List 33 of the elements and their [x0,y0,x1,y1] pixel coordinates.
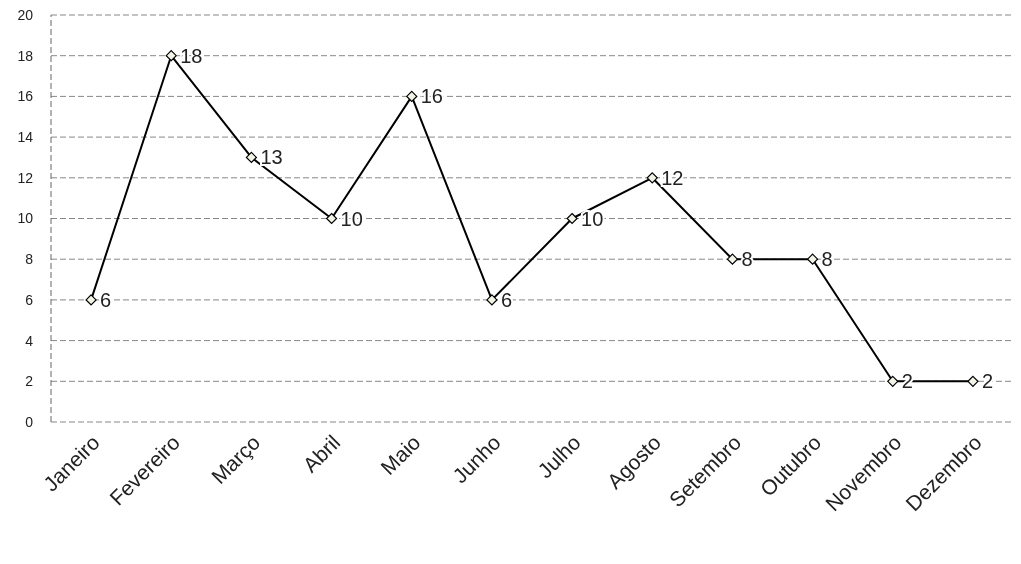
point [566,212,578,225]
point [806,253,819,265]
data-label: 10 [340,207,363,230]
data-label: 6 [500,288,513,311]
point [887,375,899,387]
y-tick-label: 8 [25,251,34,268]
y-tick-label: 4 [25,332,34,349]
data-label: 18 [180,44,203,67]
point [165,50,177,62]
data-label: 13 [260,146,283,169]
data-label: 6 [100,288,112,311]
y-tick-label: 16 [17,88,34,105]
y-tick-label: 12 [17,169,34,186]
data-label: 8 [821,248,833,271]
y-tick-label: 0 [25,413,34,430]
point [245,151,258,164]
y-tick-label: 20 [17,6,34,23]
y-tick-label: 2 [25,373,34,390]
data-label: 12 [661,166,684,189]
point [726,253,739,265]
data-label: 10 [581,207,604,230]
y-tick-label: 14 [17,129,34,145]
point [486,294,498,306]
data-label: 16 [420,85,443,108]
point [85,294,97,306]
point [646,172,658,184]
point [406,90,418,102]
data-label: 2 [981,370,994,393]
point [967,375,979,387]
point [325,212,338,225]
y-tick-label: 10 [17,210,34,227]
y-tick-label: 18 [17,47,34,64]
y-tick-label: 6 [25,291,34,308]
